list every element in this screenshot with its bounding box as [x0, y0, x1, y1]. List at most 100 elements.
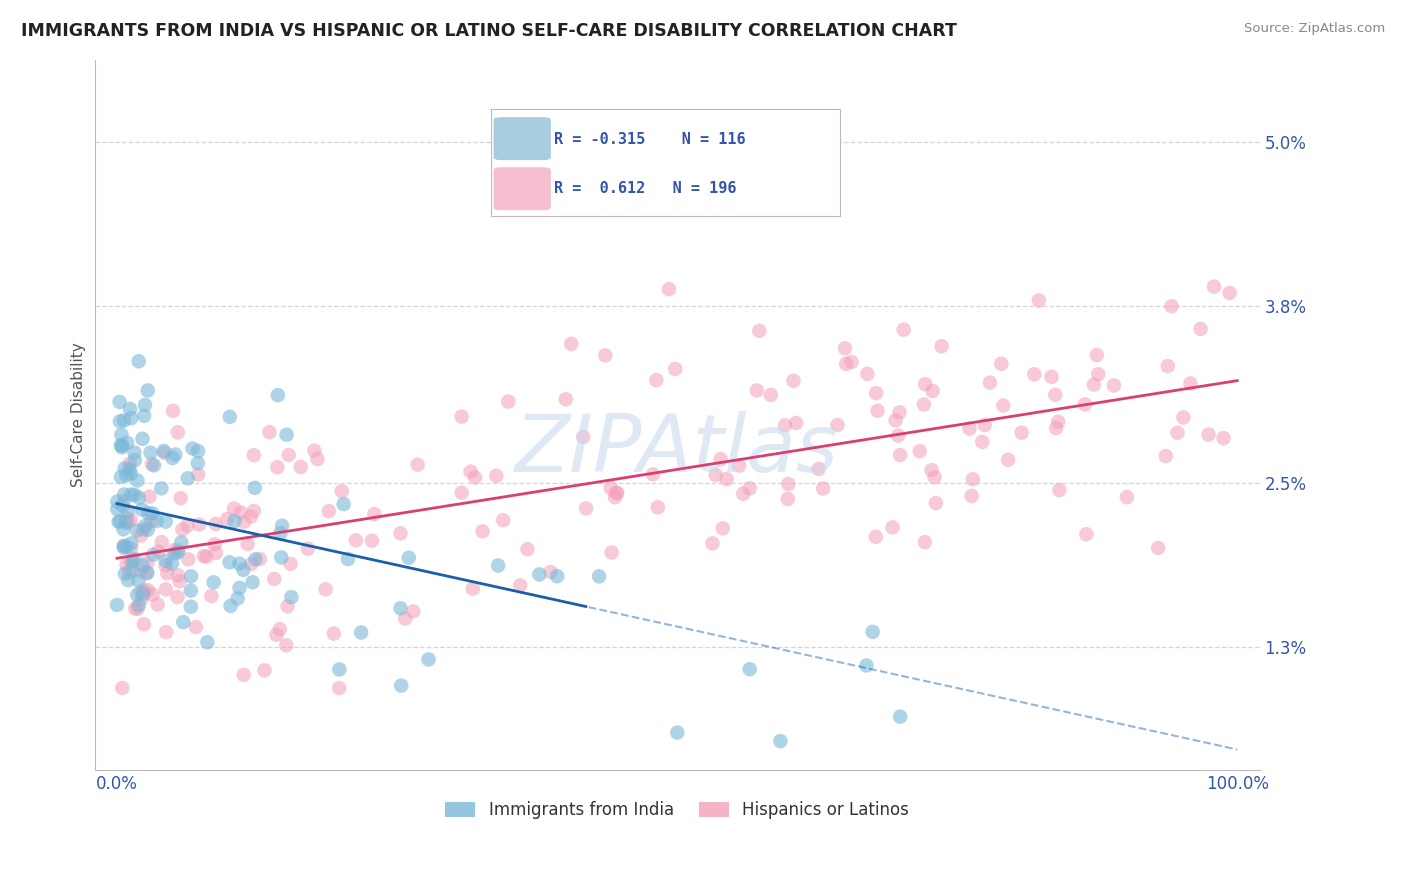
Point	[112, 487, 135, 501]
Point	[136, 523, 159, 537]
Point	[782, 374, 804, 388]
Point	[776, 491, 799, 506]
Point	[124, 551, 146, 566]
Point	[914, 535, 936, 549]
Point	[307, 452, 329, 467]
Point	[461, 582, 484, 596]
Point	[350, 625, 373, 640]
Point	[332, 497, 354, 511]
Point	[165, 546, 187, 560]
Point	[887, 428, 910, 442]
Point	[239, 509, 262, 524]
Point	[169, 574, 191, 589]
Point	[1219, 285, 1241, 300]
Point	[402, 604, 425, 618]
Point	[811, 482, 834, 496]
Point	[666, 725, 689, 739]
Point	[167, 568, 190, 582]
Point	[1160, 299, 1182, 313]
Point	[128, 574, 150, 588]
Point	[177, 552, 200, 566]
Point	[139, 445, 162, 459]
Point	[180, 583, 202, 598]
Point	[1045, 388, 1067, 402]
Point	[114, 566, 136, 581]
Point	[200, 589, 222, 603]
Point	[516, 542, 538, 557]
Point	[184, 620, 207, 634]
Point	[266, 460, 288, 475]
Point	[1047, 483, 1070, 497]
Point	[177, 471, 200, 485]
Point	[925, 496, 948, 510]
Point	[769, 734, 792, 748]
Point	[195, 635, 218, 649]
Point	[993, 399, 1015, 413]
Point	[997, 452, 1019, 467]
Point	[710, 452, 733, 467]
Point	[112, 494, 135, 508]
Point	[155, 515, 177, 529]
Point	[122, 563, 145, 577]
Point	[328, 663, 350, 677]
Point	[138, 490, 160, 504]
Point	[120, 555, 142, 569]
Point	[129, 565, 152, 579]
Point	[166, 543, 188, 558]
Point	[166, 590, 188, 604]
Point	[841, 355, 863, 369]
Point	[242, 575, 264, 590]
Point	[645, 373, 668, 387]
Point	[1189, 322, 1212, 336]
Point	[107, 515, 129, 529]
Point	[117, 505, 139, 519]
Point	[389, 679, 412, 693]
Point	[1083, 377, 1105, 392]
Point	[1115, 490, 1137, 504]
Point	[243, 448, 266, 462]
Point	[745, 384, 768, 398]
Point	[979, 376, 1001, 390]
Point	[990, 357, 1012, 371]
Point	[117, 573, 139, 587]
Point	[738, 662, 761, 676]
Point	[1047, 415, 1070, 429]
Point	[605, 486, 627, 500]
Point	[664, 362, 686, 376]
Point	[759, 388, 782, 402]
Point	[290, 459, 312, 474]
Point	[129, 584, 152, 599]
Point	[882, 520, 904, 534]
Point	[865, 386, 887, 401]
Point	[389, 526, 412, 541]
Point	[884, 413, 907, 427]
Point	[188, 517, 211, 532]
Point	[156, 566, 179, 581]
Point	[112, 541, 135, 555]
Point	[111, 441, 134, 455]
Point	[172, 523, 194, 537]
Point	[152, 444, 174, 458]
Point	[120, 467, 142, 481]
Point	[546, 569, 568, 583]
Point	[120, 411, 142, 425]
Text: ZIPAtlas: ZIPAtlas	[515, 411, 839, 490]
Point	[129, 528, 152, 542]
Point	[112, 539, 135, 553]
Point	[276, 427, 298, 442]
Point	[127, 588, 149, 602]
Point	[243, 481, 266, 495]
Text: Source: ZipAtlas.com: Source: ZipAtlas.com	[1244, 22, 1385, 36]
Point	[222, 501, 245, 516]
Point	[363, 507, 385, 521]
Point	[1173, 410, 1195, 425]
Point	[418, 652, 440, 666]
Point	[181, 442, 204, 456]
Point	[218, 409, 240, 424]
Point	[167, 545, 190, 559]
Point	[146, 598, 169, 612]
Point	[127, 601, 149, 615]
Point	[603, 490, 626, 504]
Point	[136, 566, 159, 580]
Point	[121, 554, 143, 568]
